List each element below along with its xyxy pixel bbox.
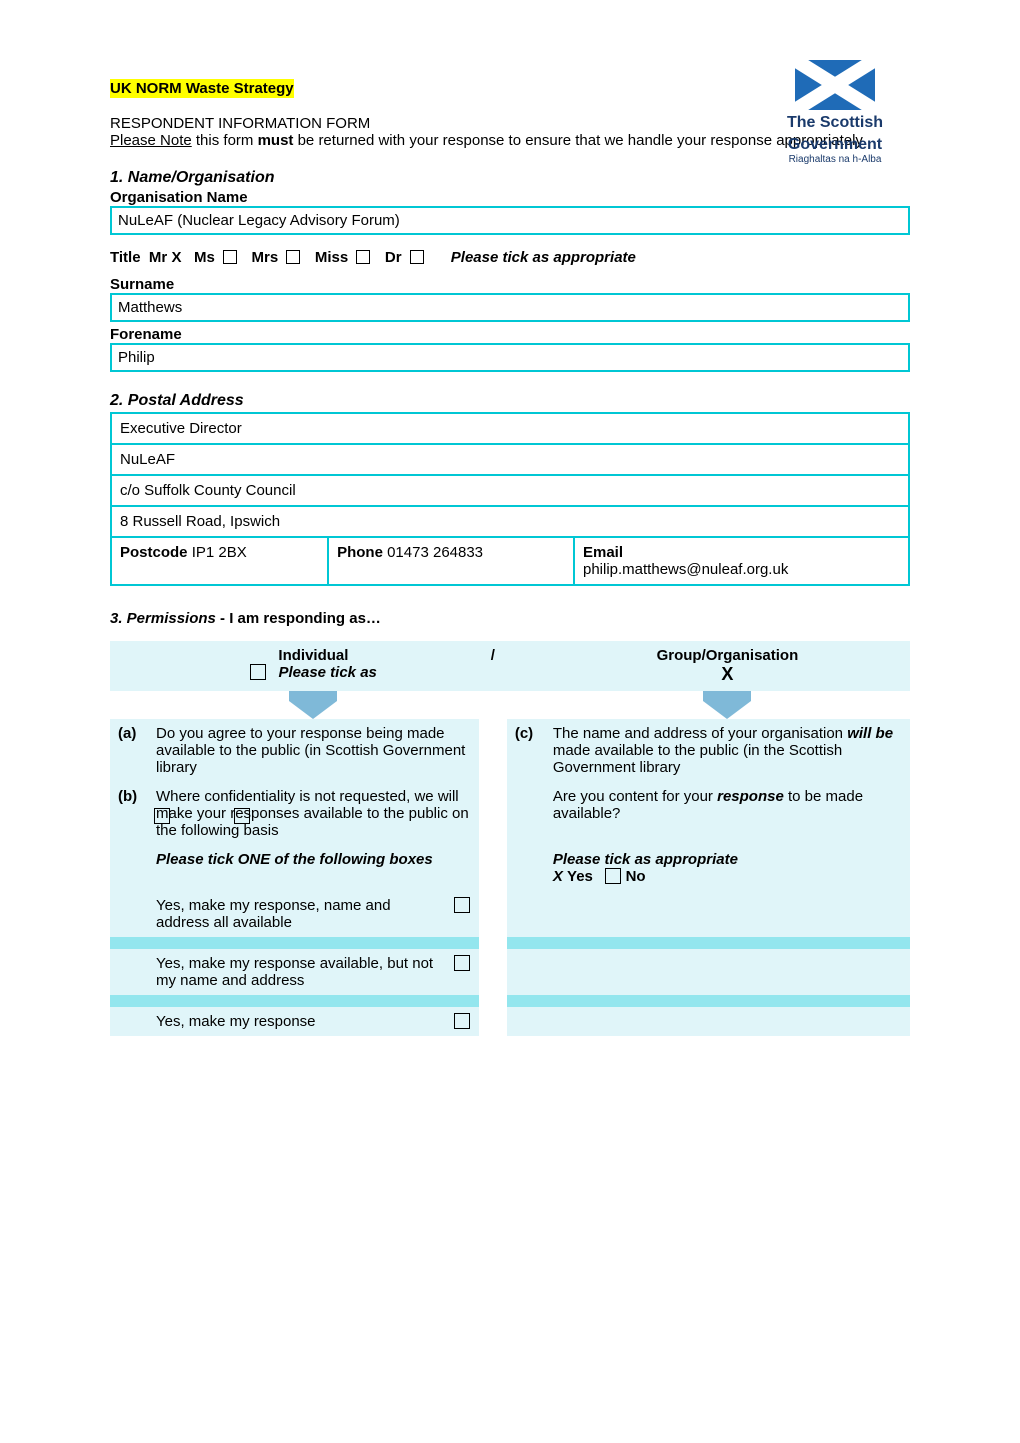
label-c: (c) bbox=[507, 719, 545, 782]
no-checkbox[interactable] bbox=[605, 868, 621, 884]
note-must: must bbox=[258, 132, 294, 149]
arrow-right-stem-icon bbox=[703, 691, 751, 701]
no-label: No bbox=[626, 868, 646, 885]
forename-label: Forename bbox=[110, 326, 910, 343]
doc-title-highlight: UK NORM Waste Strategy bbox=[110, 79, 294, 98]
text-a: Do you agree to your response being made… bbox=[148, 719, 479, 782]
title-dr-checkbox[interactable] bbox=[410, 250, 424, 264]
surname-label: Surname bbox=[110, 276, 910, 293]
yes-mark[interactable]: X bbox=[553, 868, 563, 885]
text-c: The name and address of your organisatio… bbox=[545, 719, 910, 782]
title-ms: Ms bbox=[194, 249, 215, 266]
surname-field[interactable]: Matthews bbox=[110, 293, 910, 322]
group-header-cell: Group/Organisation X bbox=[545, 641, 910, 691]
arrow-left-icon bbox=[289, 701, 337, 719]
phone-label: Phone bbox=[337, 544, 383, 561]
group-label: Group/Organisation bbox=[657, 647, 799, 664]
title-tick-hint: Please tick as appropriate bbox=[451, 249, 636, 266]
tick-one-hint: Please tick ONE of the following boxes bbox=[148, 845, 479, 891]
title-dr: Dr bbox=[385, 249, 402, 266]
addr-line-2[interactable]: NuLeAF bbox=[111, 444, 909, 475]
logo-line3: Riaghaltas na h-Alba bbox=[770, 154, 900, 165]
c-pre: The name and address of your organisatio… bbox=[553, 725, 847, 742]
org-name-label: Organisation Name bbox=[110, 189, 910, 206]
email-value: philip.matthews@nuleaf.org.uk bbox=[583, 561, 788, 578]
text-b: Where confidentiality is not requested, … bbox=[148, 782, 479, 845]
addr-line-1[interactable]: Executive Director bbox=[111, 413, 909, 444]
yes-label: Yes bbox=[567, 868, 593, 885]
postcode-label: Postcode bbox=[120, 544, 188, 561]
label-c2-spacer bbox=[507, 782, 545, 845]
note-prefix: Please Note bbox=[110, 132, 192, 149]
tick-appropriate-cell: Please tick as appropriate X Yes No bbox=[545, 845, 910, 891]
logo-line1: The Scottish bbox=[770, 114, 900, 132]
title-label: Title bbox=[110, 249, 141, 266]
c-bold: will be bbox=[847, 725, 893, 742]
c-post: made available to the public (in the Sco… bbox=[553, 742, 842, 776]
forename-field[interactable]: Philip bbox=[110, 343, 910, 372]
arrow-right-icon bbox=[703, 701, 751, 719]
opt-2-checkbox[interactable] bbox=[454, 955, 470, 971]
section-1-heading: 1. Name/Organisation bbox=[110, 169, 910, 187]
tick-as-hint: Please tick as bbox=[278, 664, 376, 681]
perm-heading-suffix: - I am responding as… bbox=[216, 610, 381, 627]
individual-header-cell: Individual Please tick as bbox=[148, 641, 479, 691]
opt-3-checkbox[interactable] bbox=[454, 1013, 470, 1029]
org-name-field[interactable]: NuLeAF (Nuclear Legacy Advisory Forum) bbox=[110, 206, 910, 235]
arrow-left-stem-icon bbox=[289, 691, 337, 701]
phone-cell[interactable]: Phone 01473 264833 bbox=[328, 537, 574, 585]
b-text: Where confidentiality is not requested, … bbox=[156, 788, 469, 839]
col-spacer-2 bbox=[507, 641, 545, 691]
addr-line-4[interactable]: 8 Russell Road, Ipswich bbox=[111, 506, 909, 537]
b-left-checkbox[interactable] bbox=[154, 808, 170, 824]
text-c2: Are you content for your response to be … bbox=[545, 782, 910, 845]
addr-line-3[interactable]: c/o Suffolk County Council bbox=[111, 475, 909, 506]
title-mrs: Mrs bbox=[252, 249, 279, 266]
email-cell[interactable]: Emailphilip.matthews@nuleaf.org.uk bbox=[574, 537, 909, 585]
title-miss: Miss bbox=[315, 249, 348, 266]
title-ms-checkbox[interactable] bbox=[223, 250, 237, 264]
col-spacer-1 bbox=[110, 641, 148, 691]
title-mr: Mr bbox=[149, 249, 167, 266]
individual-checkbox[interactable] bbox=[250, 664, 266, 680]
title-selection-row: Title Mr X Ms Mrs Miss Dr Please tick as… bbox=[110, 249, 910, 266]
opt-2-text: Yes, make my response available, but not… bbox=[148, 949, 445, 995]
group-mark[interactable]: X bbox=[721, 664, 733, 684]
opt-1-text: Yes, make my response, name and address … bbox=[148, 891, 445, 937]
title-mr-mark[interactable]: X bbox=[171, 249, 181, 266]
address-table: Executive Director NuLeAF c/o Suffolk Co… bbox=[110, 412, 910, 586]
label-b: (b) bbox=[110, 782, 148, 845]
tick-appropriate-hint: Please tick as appropriate bbox=[553, 851, 902, 868]
c2-bold: response bbox=[717, 788, 784, 805]
permissions-table: Individual Please tick as / Group/Organi… bbox=[110, 641, 910, 1036]
note-mid1: this form bbox=[192, 132, 258, 149]
email-label: Email bbox=[583, 544, 623, 561]
logo-line2: Government bbox=[770, 136, 900, 154]
opt-1-checkbox[interactable] bbox=[454, 897, 470, 913]
label-a: (a) bbox=[110, 719, 148, 782]
saltire-flag-icon bbox=[795, 60, 875, 110]
section-2-heading: 2. Postal Address bbox=[110, 392, 910, 410]
postcode-cell[interactable]: Postcode IP1 2BX bbox=[111, 537, 328, 585]
individual-label: Individual bbox=[278, 647, 348, 664]
perm-heading-label: 3. Permissions bbox=[110, 610, 216, 627]
scottish-gov-logo: The Scottish Government Riaghaltas na h-… bbox=[770, 60, 900, 165]
phone-value: 01473 264833 bbox=[387, 544, 483, 561]
section-3-heading: 3. Permissions - I am responding as… bbox=[110, 610, 910, 627]
divider-slash: / bbox=[479, 641, 507, 691]
title-mrs-checkbox[interactable] bbox=[286, 250, 300, 264]
b-right-checkbox[interactable] bbox=[234, 808, 250, 824]
postcode-value: IP1 2BX bbox=[192, 544, 247, 561]
opt-3-text: Yes, make my response bbox=[148, 1007, 445, 1036]
c2-pre: Are you content for your bbox=[553, 788, 717, 805]
title-miss-checkbox[interactable] bbox=[356, 250, 370, 264]
